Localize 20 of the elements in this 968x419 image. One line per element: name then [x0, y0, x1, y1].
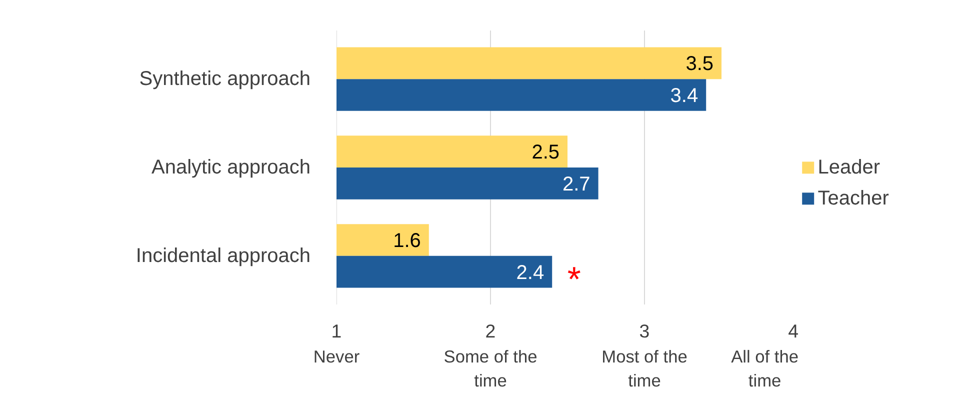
text: All of the time — [731, 346, 799, 390]
x-tick-label: 4 — [788, 320, 799, 342]
annotation: * — [567, 260, 581, 299]
y-tick-label: Incidental approach — [136, 244, 311, 267]
data-label: 1.6 — [393, 230, 421, 252]
x-tick-label: 2 — [485, 320, 496, 342]
text: Some of the time — [444, 346, 538, 390]
data-label: 3.4 — [670, 85, 698, 108]
text: Most of the time — [602, 346, 688, 390]
data-label: 2.5 — [532, 142, 560, 164]
data-label: 3.5 — [686, 53, 714, 76]
text: Never — [313, 346, 360, 366]
data-label: 2.7 — [562, 173, 590, 196]
legend-label: Leader — [818, 156, 880, 179]
x-tick-label: 1 — [331, 320, 342, 342]
y-tick-label: Analytic approach — [152, 156, 310, 178]
y-tick-label: Synthetic approach — [139, 68, 311, 90]
legend-label: Teacher — [818, 188, 890, 210]
x-tick-label: 3 — [639, 320, 650, 342]
data-label: 2.4 — [516, 262, 544, 284]
